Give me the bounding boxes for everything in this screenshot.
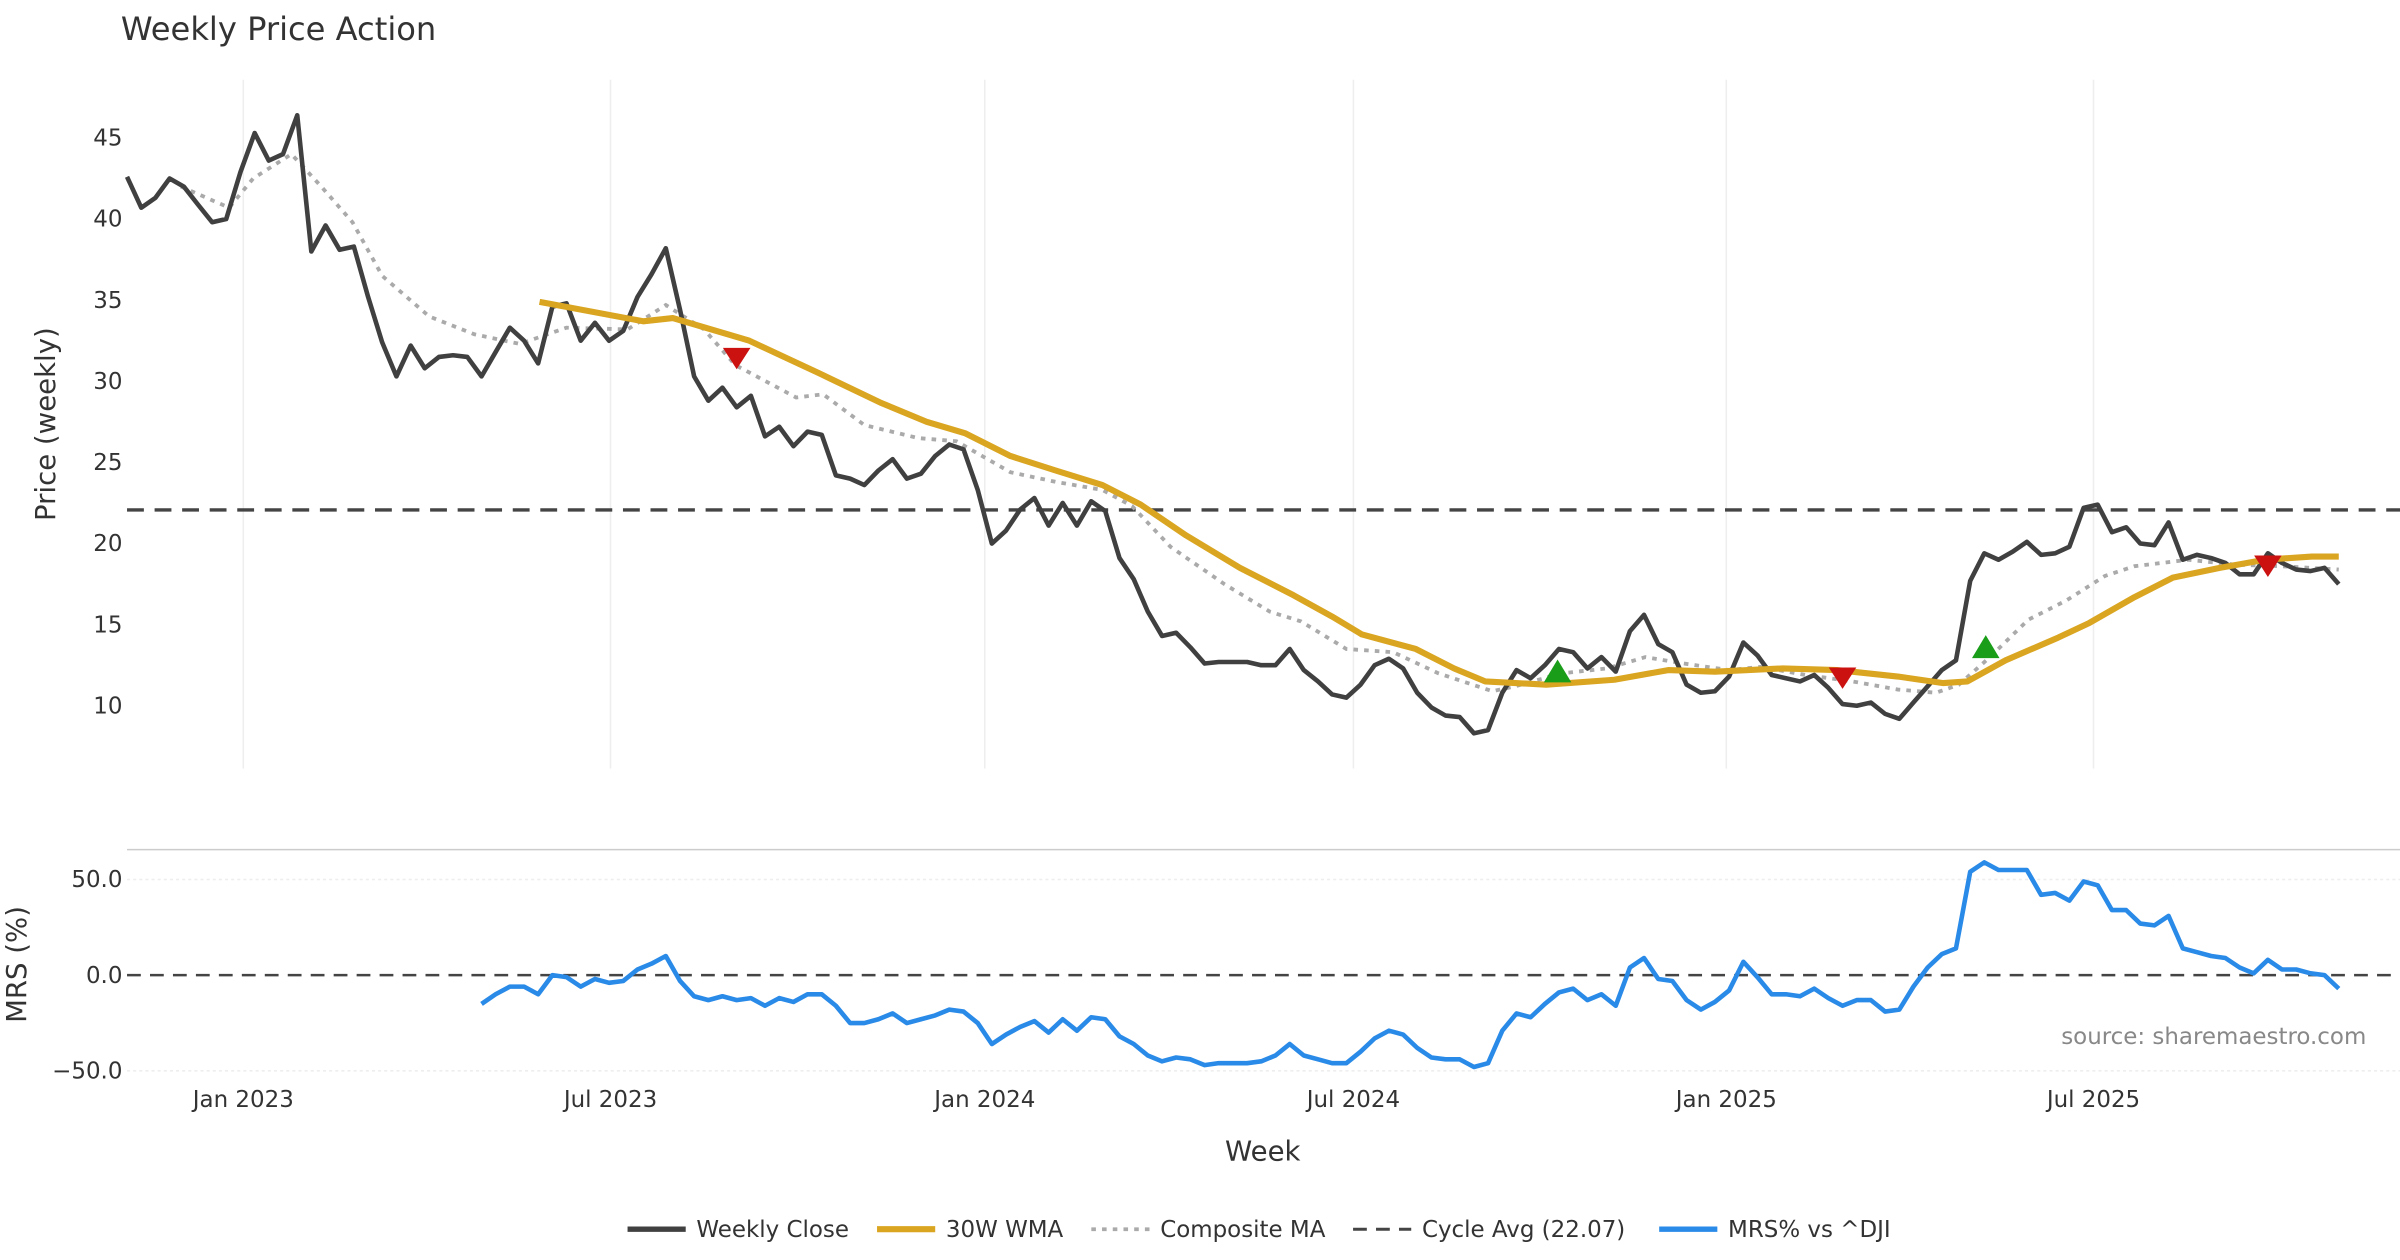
x-tick-label: Jan 2025 bbox=[1674, 1087, 1777, 1113]
buy-signal-marker bbox=[1971, 635, 2000, 659]
price-panel: 10 15 20 25 30 35 40 45 bbox=[93, 79, 2400, 769]
chart-title: Weekly Price Action bbox=[121, 10, 436, 48]
weekly-close-line bbox=[124, 112, 2341, 736]
price-y-tick-label: 10 bbox=[93, 693, 122, 719]
legend-label: Cycle Avg (22.07) bbox=[1422, 1217, 1625, 1243]
wma-30w-line bbox=[538, 298, 2339, 688]
buy-signal-marker bbox=[1543, 659, 1572, 683]
price-y-tick-label: 25 bbox=[93, 450, 122, 476]
legend-composite-ma: Composite MA bbox=[1091, 1217, 1326, 1243]
composite-ma-line bbox=[180, 151, 2339, 695]
mrs-panel: Jan 2023 Jul 2023 Jan 2024 Jul 2024 Jan 2025… bbox=[52, 860, 2400, 1113]
mrs-y-axis-label: MRS (%) bbox=[1, 906, 33, 1023]
mrs-y-tick-label: 50.0 bbox=[71, 867, 122, 893]
price-y-axis-label: Price (weekly) bbox=[30, 327, 62, 521]
x-tick-label: Jul 2024 bbox=[1305, 1087, 1400, 1113]
price-y-tick-label: 45 bbox=[93, 126, 122, 152]
sell-signal-marker bbox=[2254, 555, 2282, 577]
legend-label: 30W WMA bbox=[946, 1217, 1064, 1243]
price-y-tick-label: 40 bbox=[93, 207, 122, 233]
source-annotation: source: sharemaestro.com bbox=[2061, 1024, 2366, 1050]
legend-wma-30w: 30W WMA bbox=[877, 1217, 1064, 1243]
mrs-line bbox=[480, 860, 2341, 1070]
x-tick-label: Jul 2023 bbox=[562, 1087, 657, 1113]
x-axis-label: Week bbox=[1225, 1135, 1301, 1167]
price-y-tick-label: 35 bbox=[93, 288, 122, 314]
legend-label: MRS% vs ^DJI bbox=[1728, 1217, 1891, 1243]
x-tick-label: Jul 2025 bbox=[2045, 1087, 2140, 1113]
sell-signal-marker bbox=[722, 347, 751, 370]
sell-signal-marker bbox=[1828, 667, 1857, 689]
legend-cycle-avg: Cycle Avg (22.07) bbox=[1353, 1217, 1625, 1243]
price-y-tick-label: 30 bbox=[93, 369, 122, 395]
mrs-y-tick-label: −50.0 bbox=[52, 1058, 122, 1084]
legend: Weekly Close 30W WMA Composite MA Cycle Avg… bbox=[627, 1217, 1891, 1243]
price-y-tick-label: 15 bbox=[93, 612, 122, 638]
legend-label: Weekly Close bbox=[696, 1217, 849, 1243]
x-tick-label: Jan 2023 bbox=[191, 1087, 294, 1113]
legend-weekly-close: Weekly Close bbox=[627, 1217, 849, 1243]
legend-mrs: MRS% vs ^DJI bbox=[1659, 1217, 1891, 1243]
legend-label: Composite MA bbox=[1160, 1217, 1325, 1243]
price-y-tick-label: 20 bbox=[93, 531, 122, 557]
x-tick-label: Jan 2024 bbox=[932, 1087, 1035, 1113]
mrs-y-tick-label: 0.0 bbox=[86, 963, 122, 989]
